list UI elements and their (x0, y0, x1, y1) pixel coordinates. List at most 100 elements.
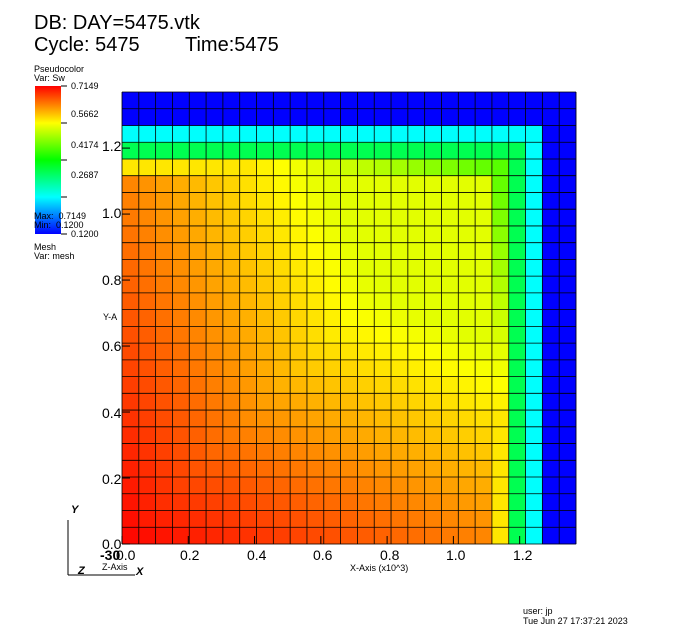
heatmap-cell (542, 343, 560, 361)
heatmap-cell (222, 142, 240, 160)
heatmap-cell (559, 443, 577, 461)
heatmap-cell (441, 527, 459, 545)
heatmap-cell (189, 276, 207, 294)
heatmap-cell (340, 393, 358, 411)
heatmap-cell (189, 393, 207, 411)
heatmap-cell (441, 259, 459, 277)
heatmap-cell (273, 443, 291, 461)
heatmap-cell (475, 460, 493, 478)
heatmap-cell (306, 292, 325, 310)
heatmap-cell (306, 426, 325, 444)
heatmap-cell (542, 510, 560, 528)
heatmap-cell (206, 309, 224, 327)
heatmap-cell (340, 527, 358, 545)
heatmap-cell (458, 108, 476, 126)
footer-date: Tue Jun 27 17:37:21 2023 (523, 616, 628, 626)
heatmap-cell (239, 410, 257, 428)
heatmap-cell (256, 426, 274, 444)
colorbar-tick-label: 0.7149 (71, 81, 99, 91)
heatmap-cell (306, 443, 325, 461)
heatmap-cell (273, 376, 291, 394)
heatmap-cell (206, 477, 224, 495)
heatmap-cell (357, 326, 375, 344)
heatmap-cell (306, 477, 325, 495)
heatmap-cell (357, 158, 375, 176)
heatmap-cell (273, 175, 291, 193)
heatmap-cell (508, 477, 526, 495)
heatmap-cell (138, 510, 156, 528)
heatmap-cell (491, 326, 510, 344)
heatmap-cell (256, 209, 274, 227)
heatmap-cell (542, 142, 560, 160)
heatmap-cell (239, 376, 257, 394)
heatmap-cell (323, 443, 341, 461)
heatmap-cell (407, 527, 425, 545)
heatmap-cell (491, 242, 510, 260)
heatmap-cell (441, 108, 459, 126)
heatmap-cell (424, 125, 442, 143)
heatmap-cell (458, 175, 476, 193)
heatmap-cell (323, 343, 341, 361)
heatmap-cell (306, 510, 325, 528)
heatmap-cell (138, 259, 156, 277)
heatmap-cell (189, 225, 207, 243)
heatmap-cell (475, 276, 493, 294)
heatmap-cell (391, 426, 409, 444)
heatmap-cell (374, 443, 392, 461)
heatmap-cell (206, 242, 224, 260)
triad (67, 520, 135, 576)
heatmap-cell (290, 376, 308, 394)
heatmap-cell (273, 326, 291, 344)
heatmap-cell (441, 443, 459, 461)
heatmap-cell (407, 426, 425, 444)
heatmap-cell (306, 225, 325, 243)
heatmap-cell (458, 359, 476, 377)
heatmap-cell (239, 92, 257, 110)
heatmap-cell (323, 527, 341, 545)
heatmap-cell (206, 209, 224, 227)
heatmap-cell (306, 92, 325, 110)
heatmap-cell (508, 242, 526, 260)
heatmap-cell (290, 426, 308, 444)
heatmap-cell (222, 158, 240, 176)
heatmap-cell (290, 125, 308, 143)
heatmap-cell (189, 242, 207, 260)
heatmap-cell (122, 426, 140, 444)
heatmap-cell (491, 292, 510, 310)
heatmap-cell (256, 527, 274, 545)
heatmap-cell (273, 410, 291, 428)
heatmap-cell (391, 527, 409, 545)
heatmap-cell (475, 477, 493, 495)
heatmap-cell (391, 125, 409, 143)
legend-var: Var: Sw (34, 73, 65, 83)
heatmap-cell (374, 460, 392, 478)
heatmap-cell (559, 175, 577, 193)
heatmap-cells (122, 92, 577, 545)
heatmap-cell (239, 125, 257, 143)
heatmap-cell (122, 376, 140, 394)
heatmap-cell (525, 510, 543, 528)
heatmap-cell (458, 192, 476, 210)
heatmap-cell (189, 209, 207, 227)
heatmap-cell (407, 242, 425, 260)
heatmap-cell (290, 343, 308, 361)
heatmap-cell (542, 192, 560, 210)
heatmap-cell (290, 158, 308, 176)
heatmap-cell (155, 276, 173, 294)
heatmap-cell (357, 276, 375, 294)
heatmap-cell (508, 158, 526, 176)
heatmap-cell (340, 158, 358, 176)
heatmap-cell (508, 276, 526, 294)
heatmap-cell (273, 158, 291, 176)
legend-min: Min: 0.1200 (34, 220, 84, 230)
heatmap-cell (458, 376, 476, 394)
heatmap-cell (475, 242, 493, 260)
heatmap-cell (239, 460, 257, 478)
heatmap-cell (122, 527, 140, 545)
heatmap-cell (340, 175, 358, 193)
heatmap-cell (391, 359, 409, 377)
heatmap-cell (290, 225, 308, 243)
heatmap-cell (273, 192, 291, 210)
x-axis-title: X-Axis (x10^3) (350, 563, 409, 573)
heatmap-cell (391, 493, 409, 511)
